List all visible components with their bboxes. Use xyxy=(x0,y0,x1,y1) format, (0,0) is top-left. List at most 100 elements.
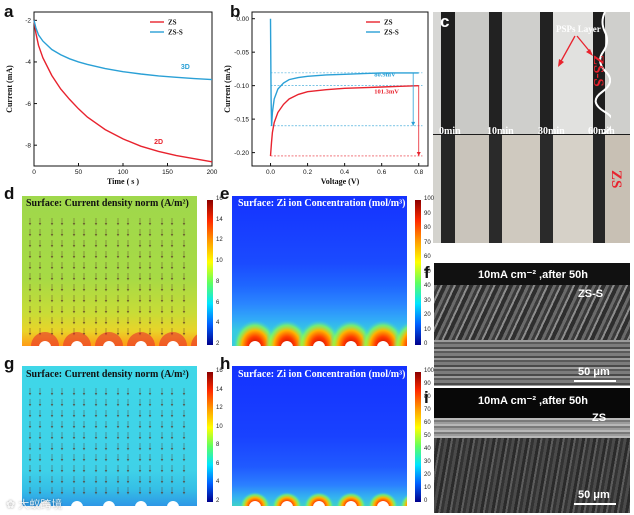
field-arrowhead xyxy=(94,234,98,237)
field-arrowhead xyxy=(104,322,108,325)
colorbar-e xyxy=(415,200,421,345)
field-arrowhead xyxy=(116,481,120,484)
hotspot xyxy=(63,332,91,346)
field-arrowhead xyxy=(126,311,130,314)
concentration-spot xyxy=(304,492,334,506)
field-arrowhead xyxy=(72,256,76,259)
field-arrowhead xyxy=(182,256,186,259)
field-arrowhead xyxy=(72,404,76,407)
watermark-icon: ✿ xyxy=(6,499,16,511)
legend-label-zs-s: ZS-S xyxy=(168,29,183,37)
field-arrowhead xyxy=(148,311,152,314)
y-tick-label: -0.15 xyxy=(234,116,249,123)
field-arrowhead xyxy=(72,311,76,314)
field-arrowhead xyxy=(148,245,152,248)
field-arrowhead xyxy=(116,459,120,462)
hotspot xyxy=(95,332,123,346)
field-arrowhead xyxy=(104,234,108,237)
field-arrowhead xyxy=(116,393,120,396)
field-arrowhead xyxy=(60,415,64,418)
field-arrowhead xyxy=(60,481,64,484)
field-arrowhead xyxy=(28,470,32,473)
colorbar-tick: 2 xyxy=(216,341,220,347)
field-arrowhead xyxy=(182,492,186,495)
field-arrowhead xyxy=(126,470,130,473)
field-arrowhead xyxy=(28,300,32,303)
field-arrowhead xyxy=(82,300,86,303)
field-arrowhead xyxy=(182,333,186,336)
concentration-field-e xyxy=(233,320,407,346)
field-arrowhead xyxy=(28,437,32,440)
field-arrowhead xyxy=(160,448,164,451)
field-arrowhead xyxy=(182,459,186,462)
field-arrowhead xyxy=(116,256,120,259)
colorbar-tick: 16 xyxy=(216,196,223,202)
field-arrowhead xyxy=(160,393,164,396)
y-tick-label: -6 xyxy=(25,101,31,108)
field-arrowhead xyxy=(82,223,86,226)
field-arrowhead xyxy=(182,404,186,407)
annotation-80-9mv: 80.9mV xyxy=(374,71,396,78)
colorbar-tick: 90 xyxy=(424,210,431,217)
field-arrowhead xyxy=(72,234,76,237)
field-arrowhead xyxy=(50,289,54,292)
field-arrowhead xyxy=(148,289,152,292)
field-arrowhead xyxy=(116,492,120,495)
field-arrowhead xyxy=(160,245,164,248)
y-tick-label: -2 xyxy=(25,18,31,25)
colorbar-tick: 60 xyxy=(424,420,431,426)
bracket-zss-arrow xyxy=(411,121,416,126)
field-arrowhead xyxy=(94,448,98,451)
colorbar-tick: 70 xyxy=(424,407,431,413)
y-tick-label: -8 xyxy=(25,142,31,149)
colorbar-tick: 8 xyxy=(216,442,220,449)
field-arrowhead xyxy=(72,492,76,495)
field-arrowhead xyxy=(160,481,164,484)
field-arrowhead xyxy=(38,311,42,314)
nucleus xyxy=(103,501,115,506)
field-arrowhead xyxy=(104,245,108,248)
field-arrowhead xyxy=(126,459,130,462)
field-arrowhead xyxy=(170,470,174,473)
field-arrowhead xyxy=(138,311,142,314)
field-arrowhead xyxy=(72,289,76,292)
field-arrowhead xyxy=(160,311,164,314)
field-arrowhead xyxy=(94,278,98,281)
field-arrowhead xyxy=(82,459,86,462)
colorbar-tick: 10 xyxy=(216,423,223,430)
field-arrowhead xyxy=(170,245,174,248)
field-arrowhead xyxy=(38,448,42,451)
field-arrowhead xyxy=(50,492,54,495)
field-arrowhead xyxy=(138,256,142,259)
field-arrowhead xyxy=(138,289,142,292)
field-arrowhead xyxy=(182,278,186,281)
x-tick-label: 0.4 xyxy=(340,169,349,176)
field-arrowhead xyxy=(60,459,64,462)
field-arrowhead xyxy=(104,267,108,270)
field-arrowhead xyxy=(82,492,86,495)
field-arrowhead xyxy=(94,437,98,440)
sem-i xyxy=(434,388,630,513)
field-arrowhead xyxy=(104,300,108,303)
field-arrowhead xyxy=(82,393,86,396)
field-arrowhead xyxy=(60,300,64,303)
field-arrowhead xyxy=(116,278,120,281)
field-arrowhead xyxy=(82,245,86,248)
chart-b: 0.0 0.2 0.4 0.6 0.8 0.00 -0.05 -0.10 -0.15 -0.20 V… xyxy=(223,11,429,186)
field-arrowhead xyxy=(50,393,54,396)
field-arrowhead xyxy=(148,459,152,462)
sim-d xyxy=(22,196,197,346)
sample-label-zs: ZS xyxy=(608,170,624,189)
field-arrowhead xyxy=(160,300,164,303)
field-arrowhead xyxy=(126,322,130,325)
series-line-zs-s xyxy=(33,20,213,81)
field-arrowhead xyxy=(82,404,86,407)
colorbar-tick: 30 xyxy=(424,297,431,304)
field-arrowhead xyxy=(170,267,174,270)
field-arrowhead xyxy=(182,437,186,440)
field-arrowhead xyxy=(116,245,120,248)
nucleus xyxy=(281,341,293,346)
field-arrowhead xyxy=(148,267,152,270)
field-arrowhead xyxy=(182,234,186,237)
colorbar-tick: 12 xyxy=(216,237,223,244)
